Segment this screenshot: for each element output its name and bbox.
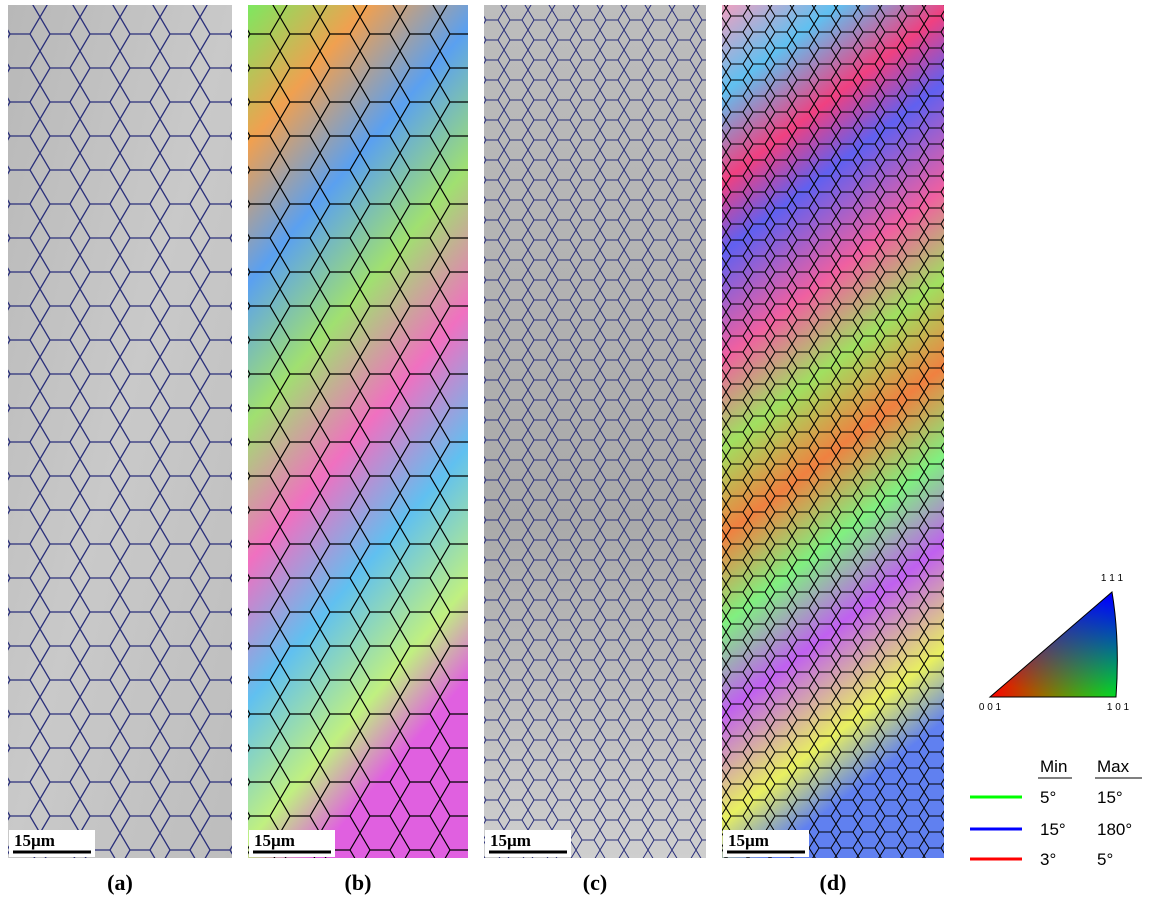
ipf-corner: 1 1 1	[1101, 573, 1124, 584]
scale-bar-label: 15µm	[14, 831, 55, 850]
legend-header: Min	[1040, 757, 1067, 776]
scale-bar-label: 15µm	[728, 831, 769, 850]
legend-min: 3°	[1040, 850, 1056, 869]
scale-bar: 15µm	[9, 830, 95, 857]
scale-bar-label: 15µm	[490, 831, 531, 850]
panel-c	[484, 5, 706, 858]
panel-label: (b)	[345, 870, 372, 895]
ipf-corner: 1 0 1	[1107, 702, 1130, 713]
panel-label: (a)	[107, 870, 133, 895]
legend-min: 15°	[1040, 820, 1066, 839]
scale-bar: 15µm	[249, 830, 335, 857]
scale-bar: 15µm	[723, 830, 809, 857]
legend-max: 15°	[1097, 788, 1123, 807]
boundary-legend: Min Max 5° 15° 15° 180° 3° 5°	[970, 757, 1142, 869]
panel-label: (d)	[820, 870, 847, 895]
ipf-corner: 0 0 1	[979, 702, 1002, 713]
scale-bar-label: 15µm	[254, 831, 295, 850]
panel-label: (c)	[583, 870, 607, 895]
legend-header: Max	[1097, 757, 1130, 776]
panel-d	[722, 5, 944, 858]
figure: 15µm 15µm 15µm 15µm (a) (b) (c) (d) 1 1 …	[0, 0, 1150, 898]
panel-b	[248, 5, 468, 858]
legend-max: 180°	[1097, 820, 1132, 839]
ipf-key: 1 1 1 0 0 1 1 0 1	[979, 573, 1130, 713]
legend-min: 5°	[1040, 788, 1056, 807]
legend-max: 5°	[1097, 850, 1113, 869]
scale-bar: 15µm	[485, 830, 571, 857]
panel-a	[8, 5, 232, 858]
